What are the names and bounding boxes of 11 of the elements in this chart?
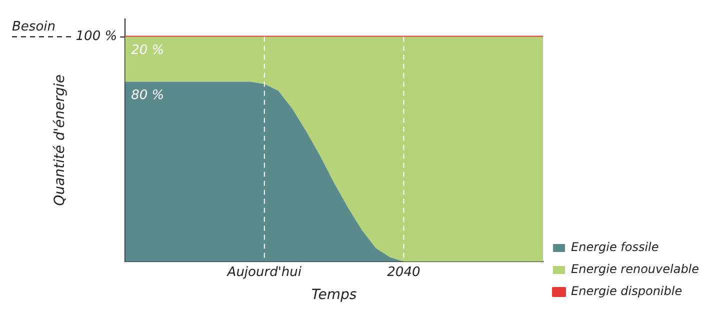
data-label: 20 % xyxy=(131,43,164,58)
x-axis-title: Temps xyxy=(311,287,357,304)
x-tick-label: 2040 xyxy=(387,264,420,280)
legend-label: Energie renouvelable xyxy=(571,262,700,276)
ref-line-label: Besoin xyxy=(12,20,56,35)
legend-label: Energie fossile xyxy=(571,240,659,254)
y-axis-title: Quantité d'énergie xyxy=(52,74,68,206)
y-tick-label: 100 % xyxy=(76,29,118,44)
x-tick-label: Aujourd'hui xyxy=(226,264,302,280)
data-label: 80 % xyxy=(131,88,164,104)
legend-label: Energie disponible xyxy=(571,284,682,298)
